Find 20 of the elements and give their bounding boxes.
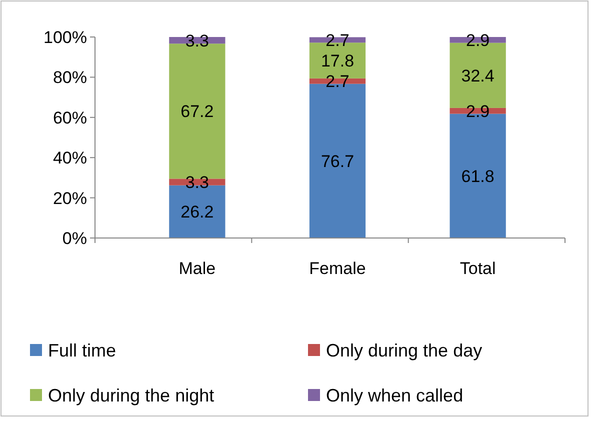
data-label: 26.2 [180, 202, 214, 222]
x-tick-label: Total [460, 259, 496, 278]
y-tick-label: 100% [44, 28, 87, 47]
legend-label: Only during the night [48, 385, 214, 406]
legend-label: Only when called [326, 385, 464, 406]
y-tick-label: 0% [62, 228, 87, 248]
data-label: 3.3 [185, 31, 209, 50]
data-label: 32.4 [461, 66, 494, 86]
x-tick-label: Male [178, 259, 216, 278]
data-label: 67.2 [180, 102, 214, 122]
data-label: 61.8 [461, 166, 494, 186]
x-tick-label: Female [309, 259, 366, 278]
data-label: 76.7 [320, 152, 354, 171]
legend-label: Only during the day [326, 340, 482, 360]
legend-label: Full time [48, 340, 116, 360]
y-tick-label: 40% [52, 148, 87, 168]
y-tick-label: 80% [52, 68, 87, 88]
data-label: 17.8 [320, 51, 354, 70]
y-tick-label: 20% [52, 188, 87, 208]
y-tick-label: 60% [52, 108, 87, 128]
